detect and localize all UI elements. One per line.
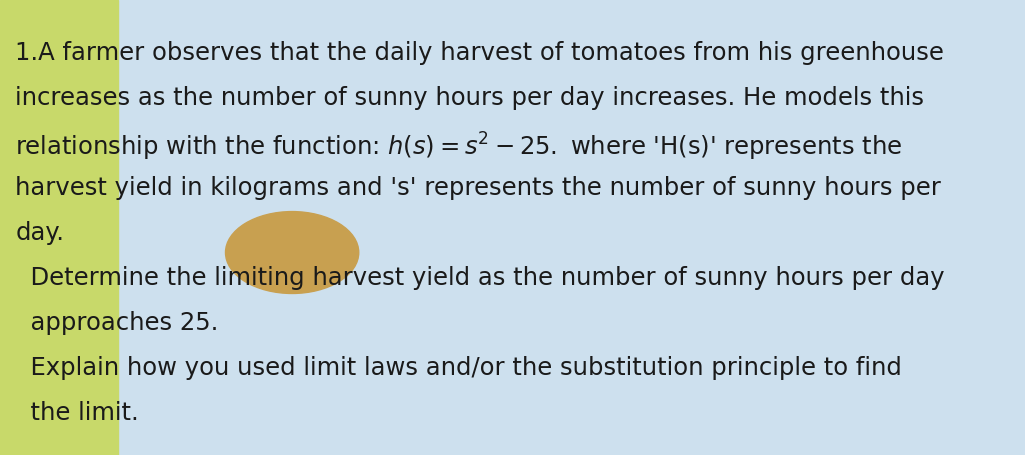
Text: relationship with the function: $h(s) = s^2 - 25.$ where 'H(s)' represents the: relationship with the function: $h(s) = …: [15, 131, 903, 163]
Text: 1.A farmer observes that the daily harvest of tomatoes from his greenhouse: 1.A farmer observes that the daily harve…: [15, 41, 944, 65]
Text: harvest yield in kilograms and 's' represents the number of sunny hours per: harvest yield in kilograms and 's' repre…: [15, 176, 941, 200]
Text: Explain how you used limit laws and/or the substitution principle to find: Explain how you used limit laws and/or t…: [15, 356, 902, 380]
Text: the limit.: the limit.: [15, 401, 139, 425]
Text: Determine the limiting harvest yield as the number of sunny hours per day: Determine the limiting harvest yield as …: [15, 266, 945, 290]
Bar: [0, 0, 118, 455]
Text: increases as the number of sunny hours per day increases. He models this: increases as the number of sunny hours p…: [15, 86, 925, 110]
Ellipse shape: [226, 212, 359, 293]
Text: approaches 25.: approaches 25.: [15, 311, 218, 335]
Text: day.: day.: [15, 221, 65, 245]
